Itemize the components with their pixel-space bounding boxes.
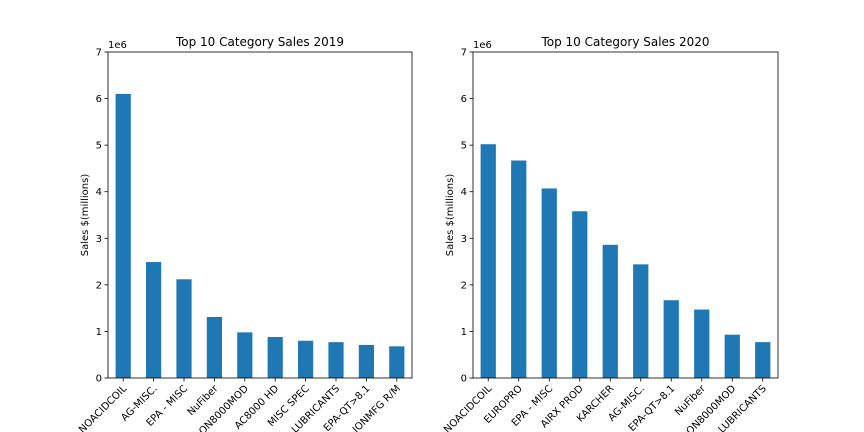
- y-tick-label: 5: [96, 141, 102, 152]
- bar: [358, 344, 374, 378]
- bar: [389, 346, 405, 378]
- bar: [724, 334, 740, 378]
- y-tick-label: 1: [461, 327, 467, 338]
- bar: [572, 211, 588, 378]
- bar: [176, 279, 192, 378]
- y-tick-label: 3: [96, 234, 102, 245]
- bar: [602, 244, 618, 378]
- bar: [694, 309, 710, 378]
- bar: [298, 340, 314, 378]
- bar: [146, 262, 162, 378]
- bar: [206, 316, 222, 378]
- y-tick-label: 7: [96, 48, 102, 59]
- plot-frame: [107, 51, 413, 379]
- y-tick-label: 2: [96, 280, 102, 291]
- x-tick-label: NOACIDCOIL: [442, 383, 495, 432]
- bar: [755, 342, 771, 378]
- bar: [267, 337, 283, 378]
- y-tick-label: 6: [461, 94, 467, 105]
- y-tick-label: 0: [461, 374, 467, 385]
- bar: [663, 300, 679, 378]
- axis-offset-label: 1e6: [108, 40, 127, 51]
- y-axis-label: Sales $(millions): [445, 174, 456, 257]
- y-tick-label: 4: [461, 187, 467, 198]
- bar: [480, 144, 496, 378]
- y-tick-label: 5: [461, 141, 467, 152]
- bar: [633, 264, 649, 378]
- chart-title: Top 10 Category Sales 2020: [540, 35, 709, 49]
- y-tick-label: 2: [461, 280, 467, 291]
- y-tick-label: 0: [96, 374, 102, 385]
- y-tick-label: 1: [96, 327, 102, 338]
- y-tick-label: 4: [96, 187, 102, 198]
- bar: [511, 160, 527, 378]
- y-axis-label: Sales $(millions): [80, 174, 91, 257]
- axis-offset-label: 1e6: [473, 40, 492, 51]
- bar: [237, 332, 253, 378]
- y-tick-label: 7: [461, 48, 467, 59]
- x-tick-label: NOACIDCOIL: [77, 383, 130, 432]
- chart-title: Top 10 Category Sales 2019: [175, 35, 344, 49]
- bar: [115, 93, 131, 379]
- plot-frame: [472, 51, 779, 379]
- y-tick-label: 3: [461, 234, 467, 245]
- y-tick-label: 6: [96, 94, 102, 105]
- bar: [541, 188, 557, 378]
- bar: [328, 342, 344, 378]
